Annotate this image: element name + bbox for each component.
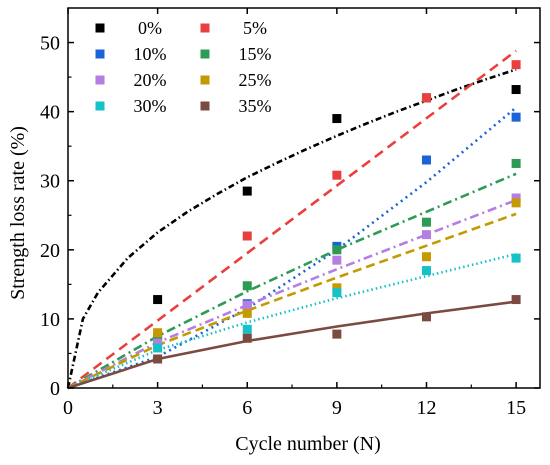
y-tick-label: 30	[40, 171, 60, 193]
legend-item-0pct: 0%	[95, 18, 162, 38]
data-point-35pct-n15	[511, 295, 521, 305]
data-point-15pct-n15	[511, 158, 521, 168]
legend-label: 10%	[134, 44, 167, 64]
y-tick-label: 50	[40, 33, 60, 55]
x-tick-label: 6	[242, 397, 252, 419]
data-point-30pct-n9	[332, 288, 342, 298]
x-tick-label: 15	[506, 397, 526, 419]
fit-line-35pct	[67, 300, 517, 390]
data-points	[153, 60, 521, 364]
data-point-20pct-n3	[153, 338, 163, 348]
y-tick-label: 10	[40, 309, 60, 331]
data-point-20pct-n9	[332, 255, 342, 265]
x-axis-label: Cycle number (N)	[235, 433, 381, 455]
data-point-25pct-n6	[242, 308, 252, 318]
fit-line-0pct	[66, 68, 517, 389]
data-point-0pct-n3	[153, 295, 163, 305]
fit-line-10pct	[67, 106, 517, 390]
data-point-25pct-n15	[511, 198, 521, 208]
legend-marker	[95, 101, 105, 111]
x-tick-label: 0	[63, 397, 73, 419]
data-point-20pct-n12	[421, 230, 431, 240]
legend-item-5pct: 5%	[200, 18, 267, 38]
legend-label: 15%	[239, 44, 272, 64]
legend-item-35pct: 35%	[200, 96, 272, 116]
legend-label: 25%	[239, 70, 272, 90]
legend-marker	[95, 75, 105, 85]
x-tick-label: 3	[153, 397, 163, 419]
data-point-15pct-n12	[421, 217, 431, 227]
data-point-30pct-n15	[511, 253, 521, 263]
data-point-25pct-n9	[332, 283, 342, 293]
y-axis-label: Strength loss rate (%)	[7, 126, 29, 300]
y-tick-label: 20	[40, 240, 60, 262]
legend-item-25pct: 25%	[200, 70, 272, 90]
data-point-15pct-n6	[242, 281, 252, 291]
data-point-10pct-n15	[511, 112, 521, 122]
legend-label: 5%	[243, 18, 267, 38]
data-point-30pct-n3	[153, 343, 163, 353]
legend: 0% 5% 10% 15% 20% 25% 30% 35%	[95, 18, 272, 116]
data-point-5pct-n6	[242, 231, 252, 241]
plot-frame	[67, 7, 541, 389]
y-tick-label: 0	[50, 378, 60, 400]
legend-label: 30%	[134, 96, 167, 116]
fit-line-5pct	[67, 49, 517, 390]
x-tick-label: 9	[332, 397, 342, 419]
legend-marker	[95, 49, 105, 59]
data-point-0pct-n6	[242, 186, 252, 196]
legend-marker	[200, 75, 210, 85]
data-point-30pct-n12	[421, 266, 431, 276]
data-point-30pct-n6	[242, 324, 252, 334]
data-point-35pct-n9	[332, 329, 342, 339]
data-point-35pct-n6	[242, 333, 252, 343]
data-point-20pct-n15	[511, 193, 521, 203]
x-tick-label: 12	[416, 397, 436, 419]
legend-marker	[95, 23, 105, 33]
fit-lines	[66, 49, 517, 390]
fit-line-20pct	[67, 198, 517, 390]
data-point-20pct-n6	[242, 300, 252, 310]
data-point-10pct-n12	[421, 155, 431, 165]
data-point-0pct-n15	[511, 85, 521, 95]
legend-item-30pct: 30%	[95, 96, 167, 116]
fit-line-25pct	[67, 212, 517, 390]
y-tick-label: 40	[40, 102, 60, 124]
legend-label: 20%	[134, 70, 167, 90]
fit-line-30pct	[67, 252, 517, 390]
legend-marker	[200, 49, 210, 59]
data-point-0pct-n9	[332, 114, 342, 124]
legend-item-10pct: 10%	[95, 44, 167, 64]
legend-label: 35%	[239, 96, 272, 116]
data-point-35pct-n12	[421, 312, 431, 322]
data-point-15pct-n9	[332, 245, 342, 255]
fit-line-15pct	[67, 172, 517, 390]
legend-item-20pct: 20%	[95, 70, 167, 90]
legend-label: 0%	[138, 18, 162, 38]
data-point-5pct-n15	[511, 60, 521, 70]
data-point-5pct-n12	[421, 93, 431, 103]
data-point-5pct-n9	[332, 170, 342, 180]
data-point-25pct-n12	[421, 252, 431, 262]
axes: 0 3 6 9 12 15 0 10 20 30 40 50	[40, 7, 541, 419]
legend-marker	[200, 23, 210, 33]
legend-item-15pct: 15%	[200, 44, 272, 64]
legend-marker	[200, 101, 210, 111]
data-point-35pct-n3	[153, 354, 163, 364]
data-point-25pct-n3	[153, 328, 163, 338]
